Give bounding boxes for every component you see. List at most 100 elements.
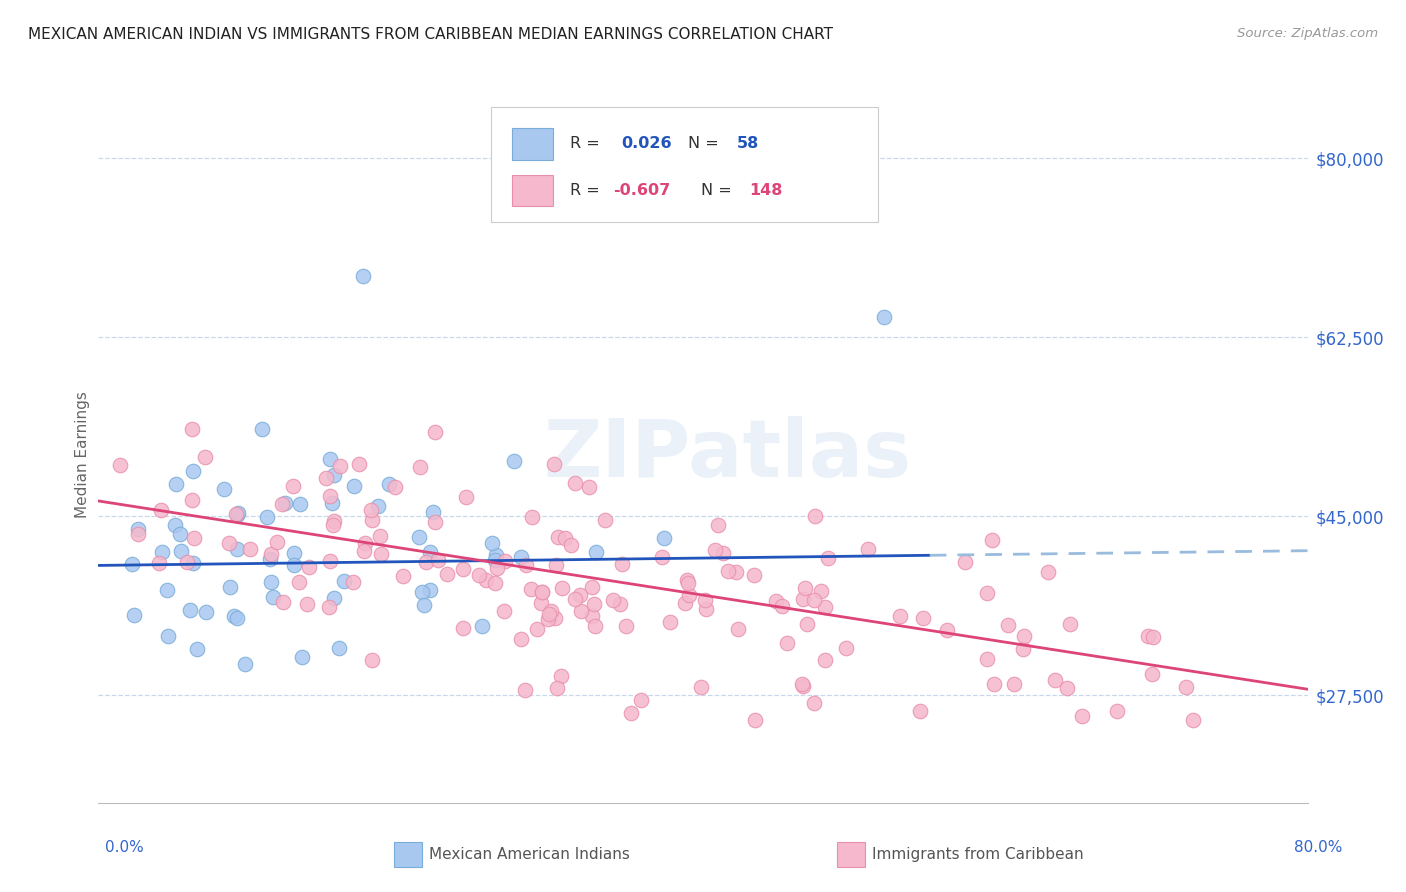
- Point: [222, 608, 245, 623]
- Text: 0.0%: 0.0%: [105, 840, 145, 855]
- Point: [530, 596, 553, 610]
- Point: [602, 593, 624, 607]
- Text: 148: 148: [749, 183, 782, 198]
- Point: [291, 649, 314, 664]
- Point: [569, 604, 592, 618]
- Point: [1056, 681, 1078, 696]
- Text: R =: R =: [569, 136, 605, 152]
- Point: [803, 696, 825, 710]
- Point: [695, 602, 717, 616]
- Point: [564, 476, 586, 491]
- Point: [1002, 677, 1025, 691]
- Point: [793, 581, 815, 595]
- Point: [323, 591, 346, 605]
- Point: [323, 467, 346, 482]
- Point: [384, 480, 406, 494]
- Point: [352, 268, 374, 283]
- Point: [1043, 673, 1066, 688]
- Point: [226, 508, 249, 522]
- Point: [423, 425, 446, 440]
- Point: [676, 576, 699, 591]
- Point: [1174, 681, 1197, 695]
- Point: [323, 514, 346, 528]
- Point: [610, 557, 633, 571]
- Point: [260, 575, 283, 590]
- Point: [342, 574, 364, 589]
- Point: [419, 545, 441, 559]
- Point: [540, 604, 562, 618]
- Point: [484, 553, 506, 567]
- Point: [150, 544, 173, 558]
- Point: [765, 594, 787, 608]
- Point: [546, 681, 568, 695]
- Point: [471, 618, 494, 632]
- Point: [426, 552, 449, 566]
- Point: [224, 507, 246, 521]
- Point: [502, 454, 524, 468]
- FancyBboxPatch shape: [512, 128, 553, 160]
- Text: 0.026: 0.026: [621, 136, 672, 152]
- Point: [262, 591, 284, 605]
- Point: [360, 513, 382, 527]
- Point: [157, 629, 180, 643]
- Point: [122, 608, 145, 623]
- Point: [298, 560, 321, 574]
- Point: [485, 549, 508, 563]
- Point: [266, 534, 288, 549]
- Point: [792, 679, 814, 693]
- Point: [678, 588, 700, 602]
- Point: [976, 586, 998, 600]
- Point: [1011, 642, 1033, 657]
- Point: [194, 450, 217, 465]
- Point: [727, 622, 749, 636]
- Point: [520, 582, 543, 596]
- Point: [717, 565, 740, 579]
- Point: [543, 457, 565, 471]
- Point: [342, 478, 364, 492]
- Point: [544, 558, 567, 572]
- Point: [287, 574, 309, 589]
- Point: [804, 509, 827, 524]
- Point: [392, 569, 415, 583]
- Point: [328, 459, 350, 474]
- Point: [271, 595, 294, 609]
- Point: [419, 583, 441, 598]
- Point: [259, 551, 281, 566]
- Point: [564, 591, 586, 606]
- Point: [409, 460, 432, 475]
- Point: [127, 527, 149, 541]
- Point: [706, 517, 728, 532]
- Point: [810, 583, 832, 598]
- Point: [578, 480, 600, 494]
- Point: [651, 549, 673, 564]
- Point: [315, 471, 337, 485]
- Point: [451, 561, 474, 575]
- Point: [537, 612, 560, 626]
- Point: [256, 509, 278, 524]
- Point: [408, 530, 430, 544]
- Point: [295, 597, 318, 611]
- Point: [744, 714, 766, 728]
- Point: [367, 500, 389, 514]
- Point: [814, 599, 837, 614]
- Point: [1105, 704, 1128, 718]
- Point: [814, 653, 837, 667]
- Point: [581, 609, 603, 624]
- Point: [283, 558, 305, 573]
- Point: [583, 619, 606, 633]
- Point: [494, 554, 516, 568]
- Text: -0.607: -0.607: [613, 183, 671, 198]
- Text: 80.0%: 80.0%: [1295, 840, 1343, 855]
- Point: [181, 493, 204, 508]
- Point: [690, 680, 713, 694]
- Point: [454, 490, 477, 504]
- Point: [581, 580, 603, 594]
- Point: [1140, 666, 1163, 681]
- Point: [108, 458, 131, 473]
- Point: [321, 496, 343, 510]
- Point: [260, 547, 283, 561]
- Point: [361, 653, 384, 667]
- Point: [492, 604, 515, 618]
- Point: [551, 582, 574, 596]
- Text: Source: ZipAtlas.com: Source: ZipAtlas.com: [1237, 27, 1378, 40]
